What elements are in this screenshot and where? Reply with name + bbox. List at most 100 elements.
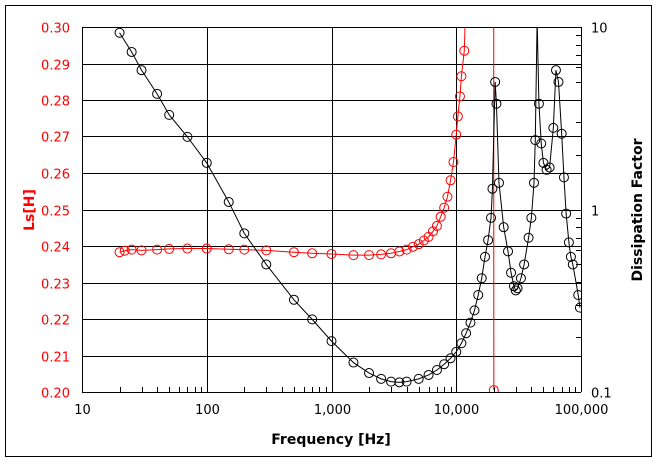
- data-point-df: [456, 338, 467, 349]
- data-point-df: [510, 285, 521, 296]
- data-point-ls: [401, 244, 412, 255]
- data-point-ls: [288, 247, 299, 258]
- x-tick-label: 100,000: [555, 403, 609, 418]
- data-point-ls: [239, 244, 250, 255]
- data-point-df: [413, 373, 424, 384]
- data-point-df: [533, 98, 544, 109]
- data-point-ls: [114, 247, 125, 258]
- y-left-tick-label: 0.21: [41, 351, 70, 366]
- x-tick-label: 1,000: [314, 403, 351, 418]
- data-point-df: [498, 222, 509, 233]
- data-point-df: [451, 346, 462, 357]
- data-point-df: [544, 162, 555, 173]
- data-point-df: [515, 273, 526, 284]
- data-point-ls: [119, 245, 130, 256]
- y-left-tick-label: 0.26: [41, 168, 70, 183]
- data-point-df: [288, 294, 299, 305]
- y-right-tick-label: 0.1: [591, 387, 612, 402]
- data-point-df: [473, 290, 484, 301]
- data-point-df: [530, 135, 541, 146]
- y-left-tick-label: 0.28: [41, 95, 70, 110]
- data-point-df: [136, 65, 147, 76]
- data-point-df: [550, 65, 561, 76]
- data-point-df: [529, 177, 540, 188]
- data-point-ls: [431, 220, 442, 231]
- data-point-df: [563, 237, 574, 248]
- data-point-df: [512, 283, 523, 294]
- data-point-df: [431, 364, 442, 375]
- data-point-df: [573, 290, 581, 301]
- data-point-ls: [164, 243, 175, 254]
- data-point-df: [541, 164, 552, 175]
- data-point-df: [201, 157, 212, 168]
- data-point-df: [556, 128, 567, 139]
- data-point-df: [490, 76, 501, 87]
- data-point-df: [445, 353, 456, 364]
- data-point-ls: [445, 175, 456, 186]
- data-point-ls: [456, 71, 467, 82]
- data-point-ls: [394, 246, 405, 257]
- y-left-tick-label: 0.27: [41, 131, 70, 146]
- data-point-df: [439, 359, 450, 370]
- data-point-ls: [261, 245, 272, 256]
- data-point-df: [394, 377, 405, 388]
- y-axis-left-label: Ls[H]: [22, 189, 38, 231]
- data-point-df: [479, 251, 490, 262]
- data-point-ls: [459, 45, 470, 56]
- data-point-df: [526, 212, 537, 223]
- data-point-df: [307, 314, 318, 325]
- data-point-ls: [435, 211, 446, 222]
- y-left-tick-label: 0.24: [41, 241, 70, 256]
- data-point-df: [376, 373, 387, 384]
- data-point-df: [401, 376, 412, 387]
- y-left-tick-label: 0.29: [41, 59, 70, 74]
- data-point-df: [239, 228, 250, 239]
- data-point-ls: [326, 249, 337, 260]
- data-point-df: [565, 251, 576, 262]
- data-point-ls: [488, 385, 499, 392]
- data-point-df: [152, 88, 163, 99]
- y-axis-right-label: Dissipation Factor: [630, 138, 646, 281]
- data-point-ls: [407, 241, 418, 252]
- data-point-ls: [201, 243, 212, 254]
- data-point-ls: [413, 239, 424, 250]
- data-point-ls: [152, 244, 163, 255]
- data-point-ls: [376, 249, 387, 260]
- data-point-df: [487, 183, 498, 194]
- data-point-ls: [439, 202, 450, 213]
- data-point-ls: [136, 245, 147, 256]
- data-point-df: [503, 246, 514, 257]
- data-point-ls: [451, 129, 462, 140]
- axes: 0.20 0.21 0.22 0.23 0.24 0.25 0.26 0.27 0.28 0.29…: [41, 22, 612, 419]
- series-line-ls: [119, 27, 495, 391]
- y-right-tick-label: 10: [591, 22, 608, 37]
- data-point-df: [519, 259, 530, 270]
- data-point-ls: [182, 243, 193, 254]
- y-left-tick-label: 0.22: [41, 314, 70, 329]
- data-point-df: [114, 27, 125, 38]
- data-point-df: [574, 302, 581, 313]
- y-left-tick-label: 0.30: [41, 22, 70, 37]
- data-point-ls: [452, 111, 463, 122]
- data-point-df: [386, 376, 397, 387]
- data-point-df: [223, 196, 234, 207]
- data-point-df: [182, 131, 193, 142]
- data-point-ls: [364, 250, 375, 261]
- data-point-df: [461, 328, 472, 339]
- data-point-ls: [448, 157, 459, 168]
- data-point-ls: [223, 244, 234, 255]
- data-point-df: [348, 357, 359, 368]
- data-point-df: [476, 273, 487, 284]
- x-tick-label: 100: [195, 403, 220, 418]
- data-point-df: [491, 98, 502, 109]
- data-point-df: [483, 235, 494, 246]
- data-point-df: [364, 368, 375, 379]
- data-point-df: [423, 369, 434, 380]
- data-point-ls: [348, 250, 359, 261]
- data-point-df: [164, 109, 175, 120]
- data-point-df: [548, 122, 559, 133]
- data-point-df: [536, 138, 547, 149]
- data-point-df: [553, 76, 564, 87]
- data-point-df: [506, 267, 517, 278]
